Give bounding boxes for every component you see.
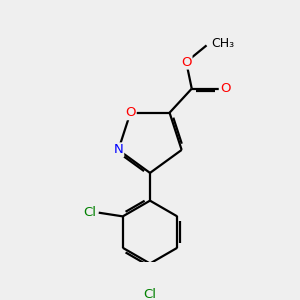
Text: CH₃: CH₃ — [211, 37, 234, 50]
Text: O: O — [181, 56, 191, 68]
Text: O: O — [220, 82, 230, 95]
Text: Cl: Cl — [83, 206, 96, 219]
Text: Cl: Cl — [143, 288, 157, 300]
Text: N: N — [113, 143, 123, 156]
Text: O: O — [125, 106, 136, 119]
